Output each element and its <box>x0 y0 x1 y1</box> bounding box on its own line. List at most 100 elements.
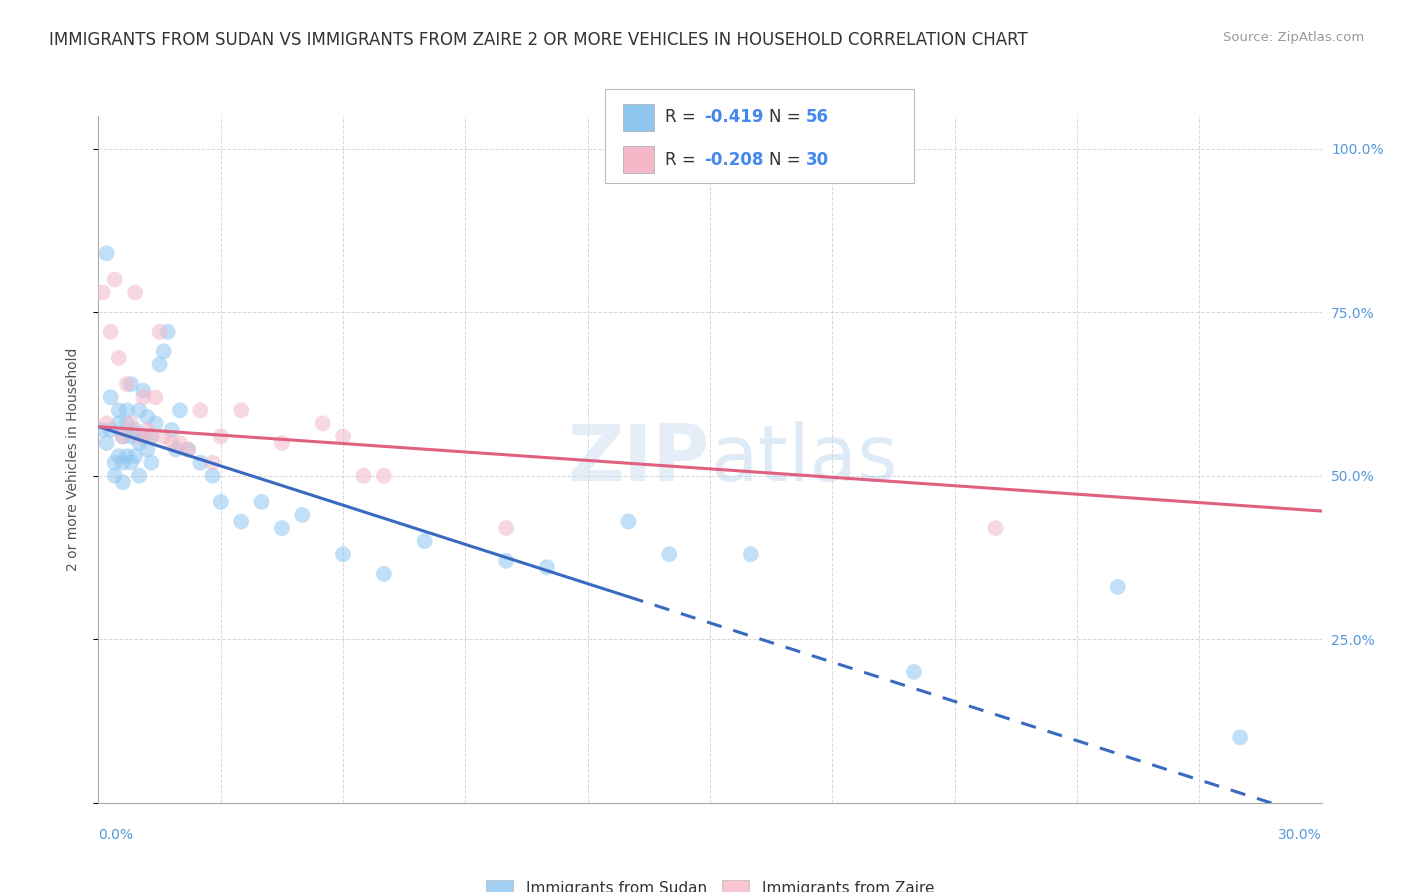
Point <box>124 423 146 437</box>
Point <box>152 429 174 443</box>
Point <box>111 429 134 443</box>
Point <box>165 442 187 457</box>
Point <box>177 442 200 457</box>
Point <box>617 515 640 529</box>
Point <box>231 403 253 417</box>
Point <box>136 409 159 424</box>
Point <box>120 417 142 431</box>
Text: R =: R = <box>665 151 702 169</box>
Point <box>231 515 253 529</box>
Point <box>332 429 354 443</box>
Point <box>128 403 150 417</box>
Point <box>115 449 138 463</box>
Point <box>1229 731 1251 745</box>
Text: -0.419: -0.419 <box>704 109 763 127</box>
Point <box>160 423 183 437</box>
Point <box>145 390 167 404</box>
Point <box>100 423 122 437</box>
Point <box>149 358 172 372</box>
Point <box>141 429 163 443</box>
Point <box>91 423 114 437</box>
Point <box>104 468 127 483</box>
Y-axis label: 2 or more Vehicles in Household: 2 or more Vehicles in Household <box>66 348 80 571</box>
Text: 30: 30 <box>806 151 828 169</box>
Legend: Immigrants from Sudan, Immigrants from Zaire: Immigrants from Sudan, Immigrants from Z… <box>479 873 941 892</box>
Point <box>209 495 232 509</box>
Point <box>149 325 172 339</box>
Point <box>104 272 127 286</box>
Point <box>124 449 146 463</box>
Point <box>100 325 122 339</box>
Point <box>108 403 131 417</box>
Point <box>209 429 232 443</box>
Point <box>373 468 395 483</box>
Point <box>128 429 150 443</box>
Text: Source: ZipAtlas.com: Source: ZipAtlas.com <box>1223 31 1364 45</box>
Point <box>201 456 224 470</box>
Point <box>132 429 155 443</box>
Point <box>160 436 183 450</box>
Point <box>136 423 159 437</box>
Point <box>156 325 179 339</box>
Point <box>128 436 150 450</box>
Point <box>495 554 517 568</box>
Point <box>201 468 224 483</box>
Point <box>132 384 155 398</box>
Point <box>984 521 1007 535</box>
Point <box>96 246 118 260</box>
Point <box>188 456 212 470</box>
Point <box>169 436 191 450</box>
Point <box>124 285 146 300</box>
Point <box>120 377 142 392</box>
Point <box>120 456 142 470</box>
Text: 0.0%: 0.0% <box>98 828 134 842</box>
Point <box>111 475 134 490</box>
Point <box>91 285 114 300</box>
Point <box>111 456 134 470</box>
Point <box>100 390 122 404</box>
Point <box>495 521 517 535</box>
Point <box>1107 580 1129 594</box>
Point <box>250 495 273 509</box>
Point <box>413 534 436 549</box>
Text: 30.0%: 30.0% <box>1278 828 1322 842</box>
Point <box>132 390 155 404</box>
Point <box>903 665 925 679</box>
Text: 56: 56 <box>806 109 828 127</box>
Point <box>136 442 159 457</box>
Point <box>291 508 314 522</box>
Point <box>115 403 138 417</box>
Point <box>108 351 131 365</box>
Point <box>115 417 138 431</box>
Point <box>141 429 163 443</box>
Point <box>128 468 150 483</box>
Point <box>115 377 138 392</box>
Point <box>177 442 200 457</box>
Text: N =: N = <box>769 151 806 169</box>
Point <box>658 547 681 561</box>
Point <box>352 468 374 483</box>
Point <box>152 344 174 359</box>
Point <box>536 560 558 574</box>
Point <box>270 436 294 450</box>
Point <box>108 449 131 463</box>
Point <box>373 566 395 581</box>
Point <box>96 436 118 450</box>
Point <box>270 521 294 535</box>
Text: ZIP: ZIP <box>568 421 710 498</box>
Point <box>169 403 191 417</box>
Point <box>141 456 163 470</box>
Point <box>108 417 131 431</box>
Point <box>312 417 335 431</box>
Point <box>96 417 118 431</box>
Point <box>104 456 127 470</box>
Text: N =: N = <box>769 109 806 127</box>
Point <box>120 429 142 443</box>
Text: IMMIGRANTS FROM SUDAN VS IMMIGRANTS FROM ZAIRE 2 OR MORE VEHICLES IN HOUSEHOLD C: IMMIGRANTS FROM SUDAN VS IMMIGRANTS FROM… <box>49 31 1028 49</box>
Point <box>332 547 354 561</box>
Point <box>145 417 167 431</box>
Text: R =: R = <box>665 109 702 127</box>
Point <box>740 547 762 561</box>
Point <box>111 429 134 443</box>
Text: atlas: atlas <box>710 421 897 498</box>
